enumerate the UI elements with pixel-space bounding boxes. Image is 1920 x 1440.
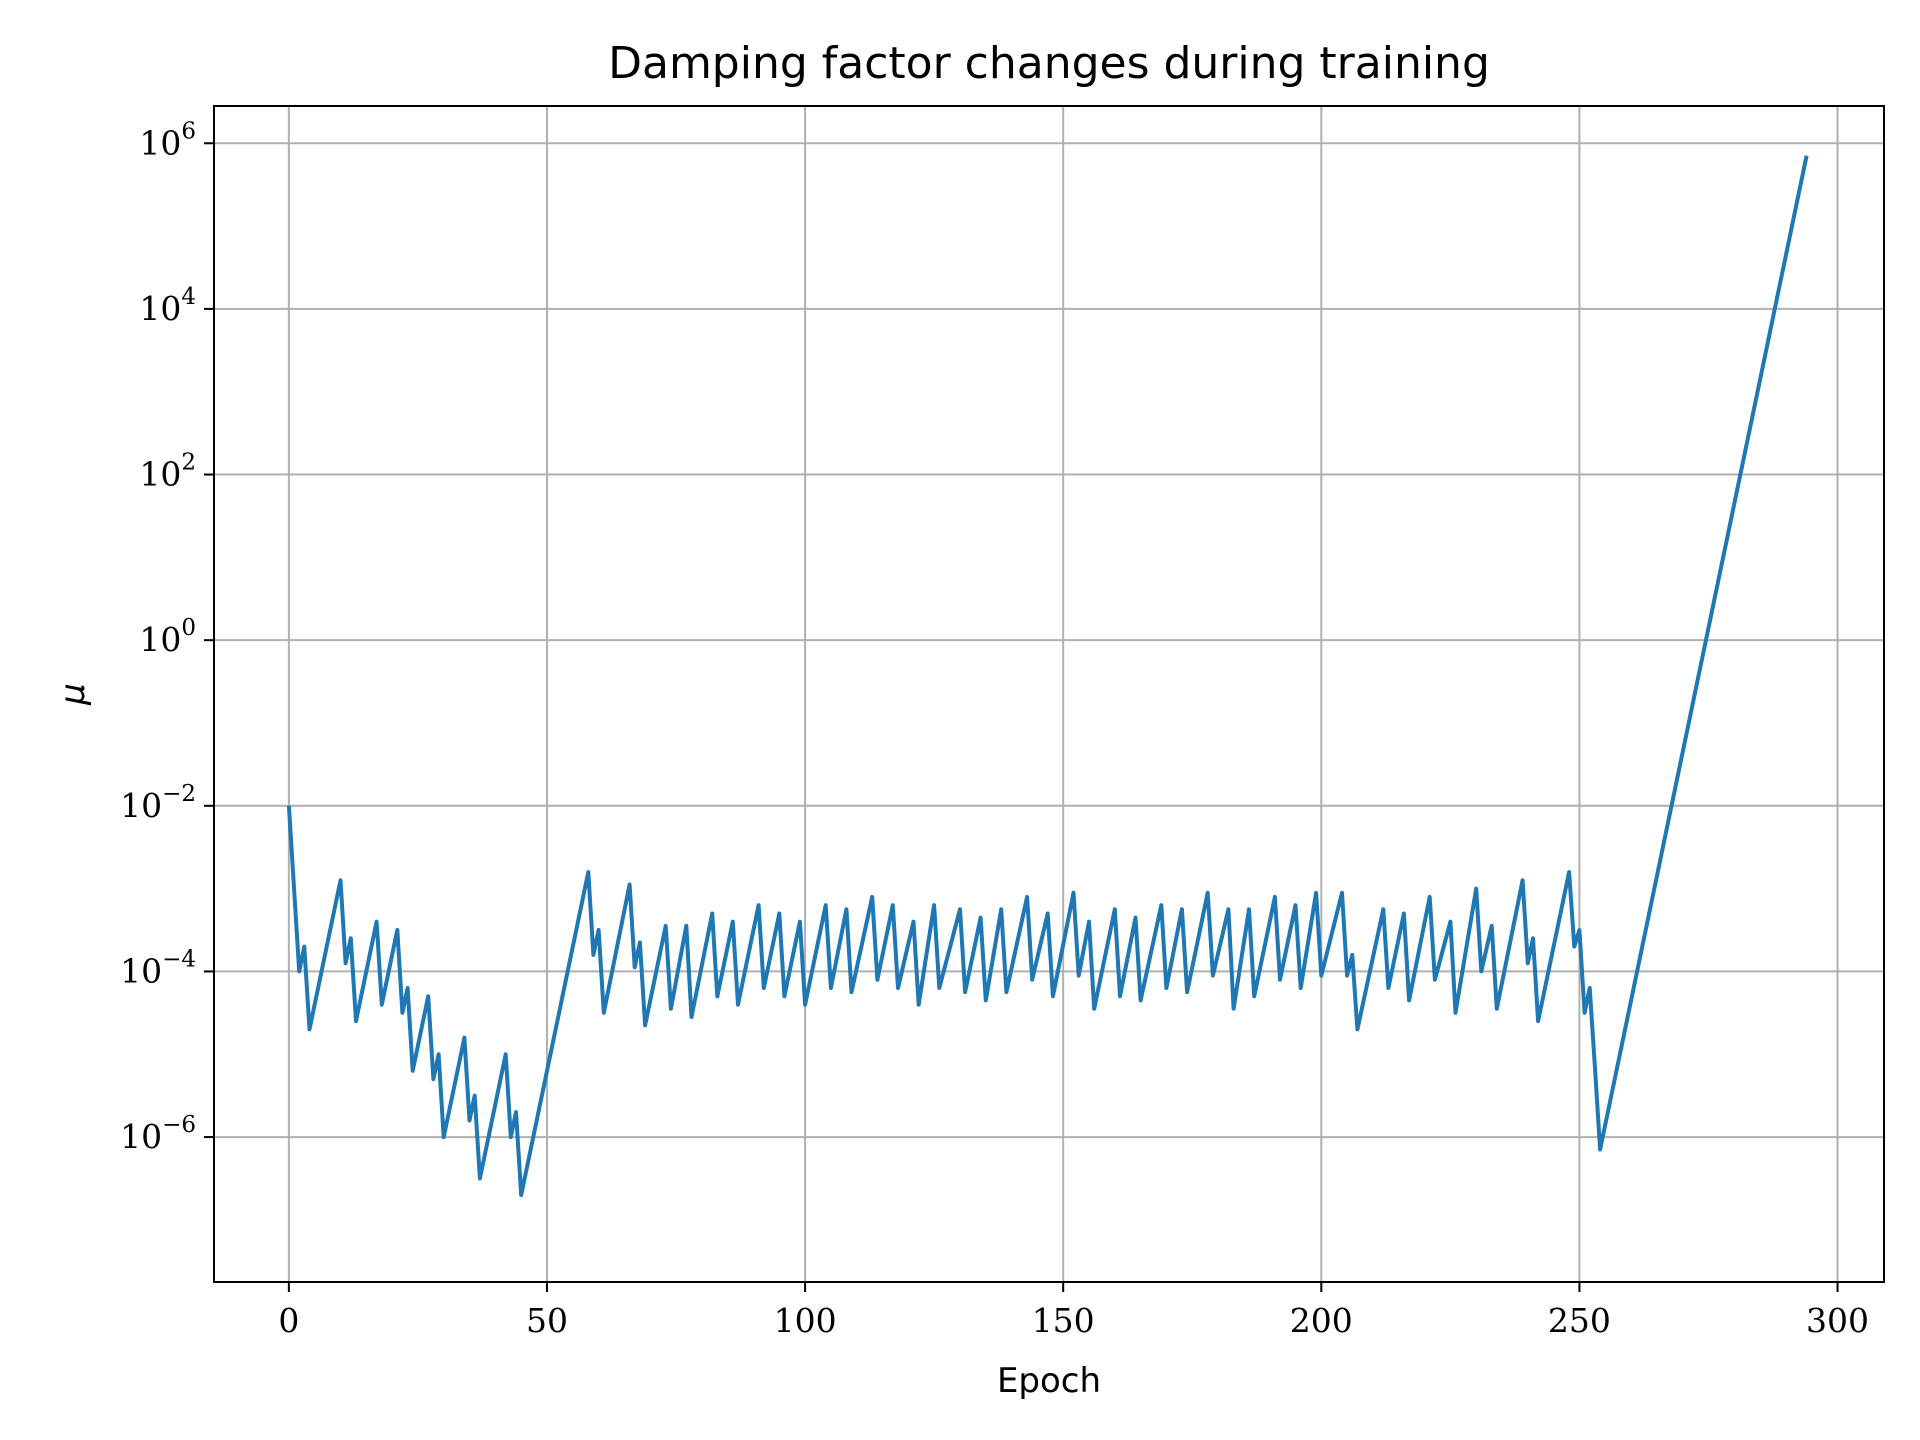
y-tick-label: 106 — [139, 118, 196, 162]
x-tick-label: 200 — [1290, 1301, 1353, 1340]
x-tick-label: 150 — [1032, 1301, 1095, 1340]
y-tick-label: 100 — [139, 615, 196, 659]
axes-frame — [213, 105, 1885, 1283]
series-layer — [286, 155, 1809, 1197]
x-tick-label: 50 — [526, 1301, 568, 1340]
y-tick-label: 104 — [139, 284, 196, 328]
y-tick-label: 10−6 — [120, 1112, 196, 1156]
y-tick-label: 10−2 — [120, 781, 196, 825]
x-tick-label: 250 — [1548, 1301, 1611, 1340]
grid — [214, 106, 1884, 1282]
x-tick-label: 0 — [278, 1301, 299, 1340]
x-axis-label: Epoch — [997, 1361, 1101, 1401]
y-tick-label: 10−4 — [120, 946, 196, 990]
x-tick-label: 300 — [1806, 1301, 1869, 1340]
chart-title: Damping factor changes during training — [608, 38, 1490, 89]
series-line — [286, 155, 1809, 1197]
y-tick-label: 102 — [139, 450, 196, 494]
y-axis-label: μ — [53, 683, 93, 706]
x-tick-label: 100 — [774, 1301, 837, 1340]
ticks: 0 50 100 150 200 250 300 10−6 10−4 10−2 100 102 104 1… — [120, 118, 1869, 1340]
